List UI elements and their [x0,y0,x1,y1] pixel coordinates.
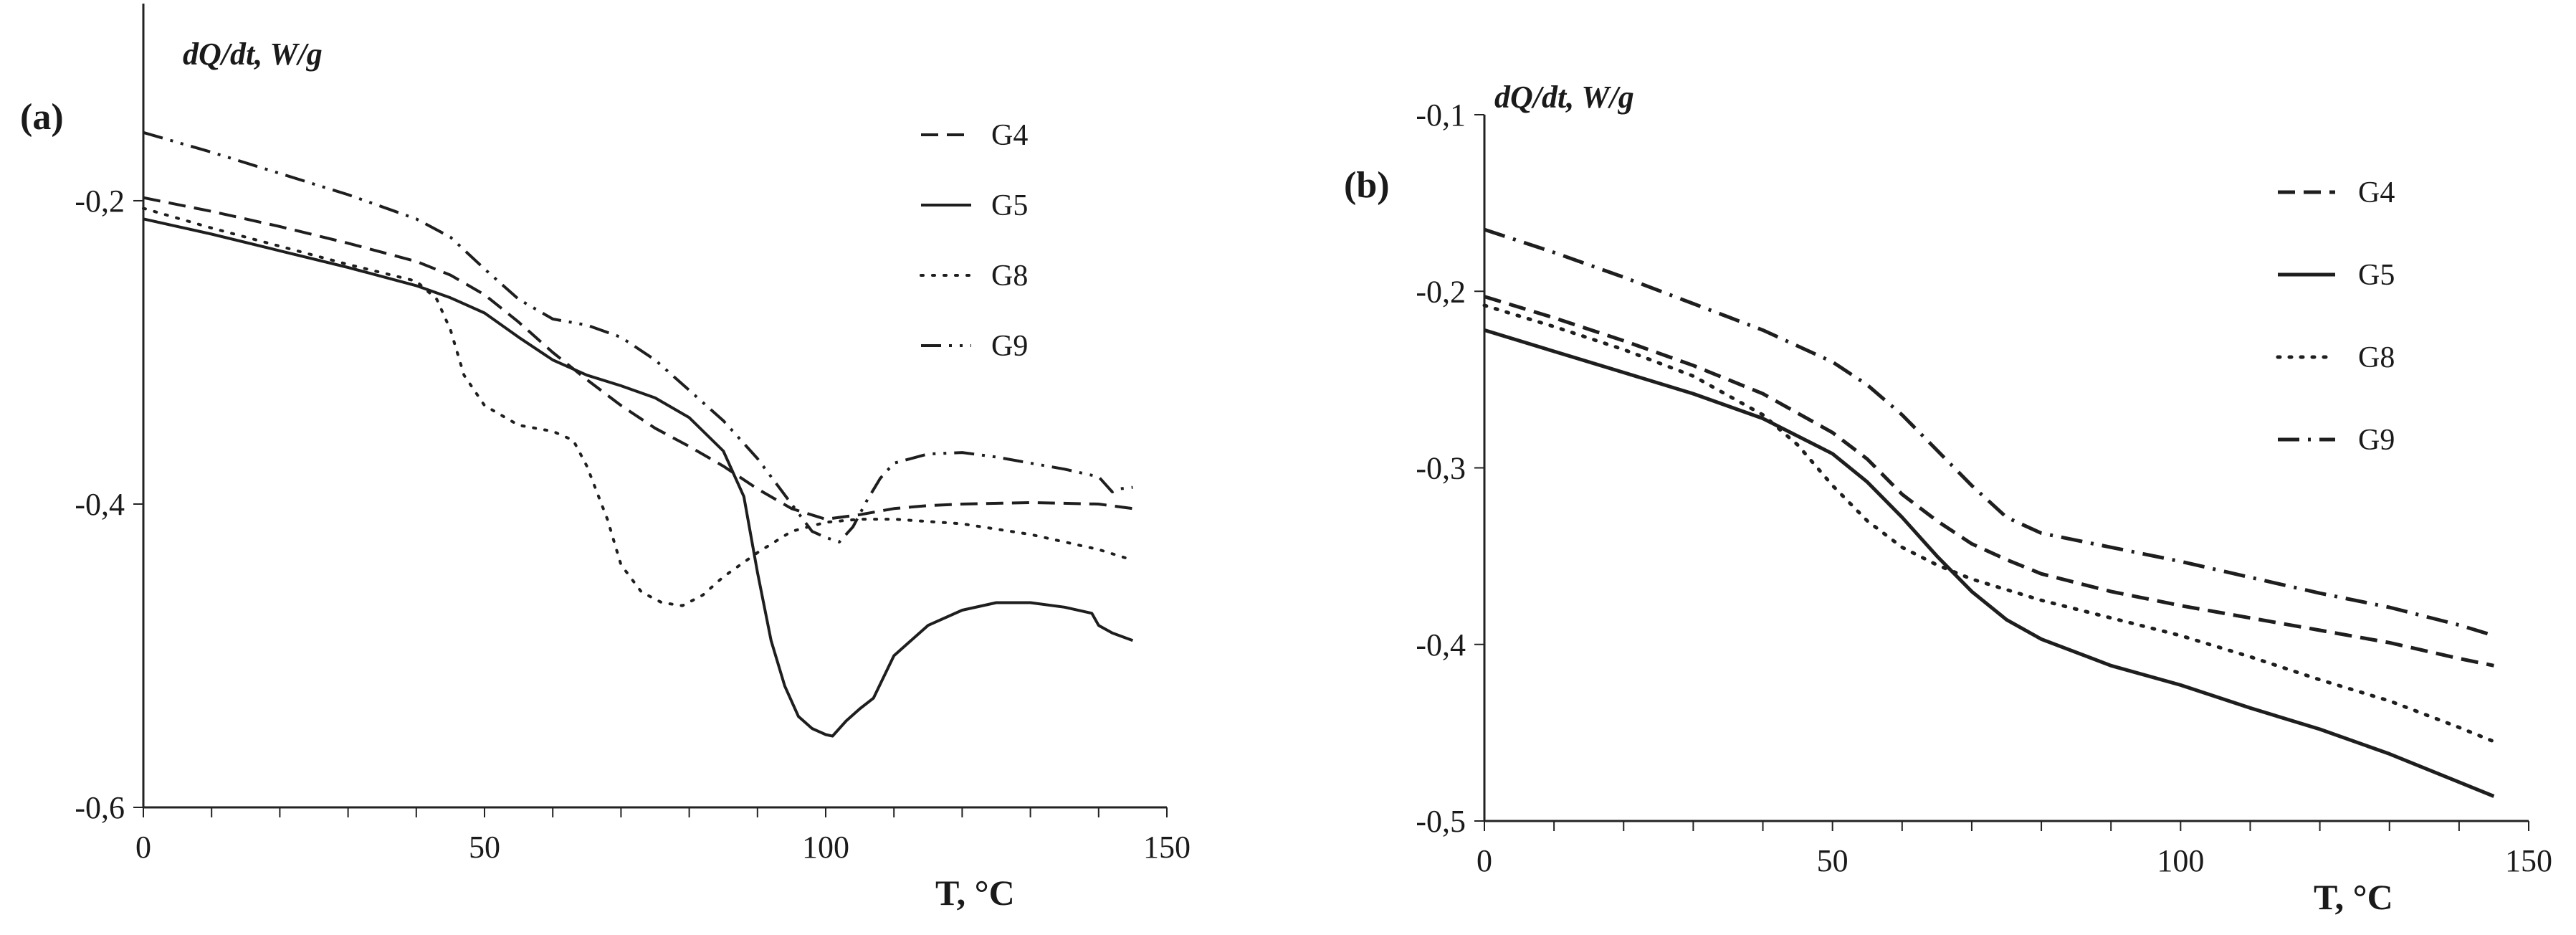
x-axis-label-a: T, °C [935,873,1015,913]
legend-label-g4: G4 [2358,176,2395,209]
x-tick-label: 50 [469,830,500,865]
y-tick-label: -0,2 [1416,274,1466,309]
y-tick-label: -0,4 [1416,627,1466,663]
series-line-g4 [143,196,1133,521]
y-tick-label: -0,1 [1416,98,1466,133]
panel-label-a: (a) [20,97,64,138]
legend-label-g8: G8 [991,260,1028,293]
series-line-g8 [142,207,1135,607]
legend-label-g4: G4 [991,119,1028,152]
legend-label-g5: G5 [2358,259,2395,292]
series-line-g5 [143,217,1134,738]
y-tick-label: -0,5 [1416,804,1466,839]
chart-panel-a: (a) dQ/dt, W/g T, °C 0 50 100 150 -0,2 -0,4 -0… [20,4,1191,913]
legend-label-g9: G9 [991,330,1028,363]
panel-label-b: (b) [1344,165,1390,206]
legend-a: G4 G5 G8 G9 [920,119,1028,363]
legend-b: G4 G5 G8 G9 [2276,176,2395,457]
series-line-g9 [1484,227,2495,637]
y-axis-label-b: dQ/dt, W/g [1494,80,1634,115]
x-tick-label: 150 [1143,830,1191,865]
axes-a: 0 50 100 150 -0,2 -0,4 -0,6 [75,4,1191,865]
y-tick-label: -0,4 [75,487,125,522]
x-tick-label: 0 [135,830,151,865]
x-tick-label: 150 [2505,843,2552,878]
axes-b: 0 50 100 150 -0,1 -0,2 -0,3 -0,4 -0,5 [1416,98,2552,878]
series-line-g4 [1484,295,2494,668]
y-tick-label: -0,6 [75,790,125,825]
x-tick-label: 100 [802,830,849,865]
chart-panel-b: (b) dQ/dt, W/g T, °C 0 50 100 150 -0,1 -0,2 -0… [1344,80,2552,917]
series-line-g9 [143,130,1133,544]
y-axis-label-a: dQ/dt, W/g [183,37,323,72]
y-tick-label: -0,2 [75,184,125,219]
legend-label-g5: G5 [991,189,1028,222]
series-line-g8 [1482,303,2496,744]
x-axis-label-b: T, °C [2314,877,2393,917]
series-group-b [1482,227,2496,798]
x-tick-label: 50 [1817,843,1848,878]
series-line-g5 [1484,328,2495,798]
legend-label-g8: G8 [2358,341,2395,374]
x-tick-label: 100 [2157,843,2204,878]
legend-label-g9: G9 [2358,424,2395,457]
x-tick-label: 0 [1477,843,1492,878]
series-group-a [142,130,1135,738]
y-tick-label: -0,3 [1416,451,1466,486]
